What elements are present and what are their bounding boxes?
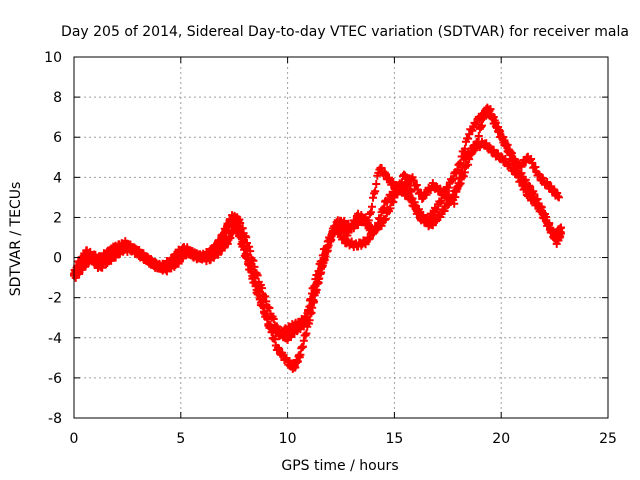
tick-labels: 0 5 10 15 20 25 -8 -6 -4 -2 0 2 4 6 8 10 bbox=[44, 50, 617, 447]
y-tick-label: -6 bbox=[48, 371, 62, 387]
y-tick-label: 2 bbox=[53, 210, 62, 226]
y-tick-label: -4 bbox=[48, 331, 62, 347]
x-tick-label: 25 bbox=[599, 431, 617, 447]
data-point-markers bbox=[70, 137, 566, 344]
grid-lines bbox=[74, 57, 608, 418]
x-tick-label: 10 bbox=[279, 431, 297, 447]
axis-ticks bbox=[73, 56, 609, 419]
x-tick-label: 15 bbox=[385, 431, 403, 447]
series-track-b bbox=[70, 137, 566, 344]
y-tick-label: 0 bbox=[53, 251, 62, 267]
data-point-markers bbox=[74, 103, 563, 341]
y-axis-title: SDTVAR / TECUs bbox=[8, 182, 24, 297]
y-tick-label: 10 bbox=[44, 50, 62, 66]
y-tick-label: -2 bbox=[48, 291, 62, 307]
y-tick-label: -8 bbox=[48, 411, 62, 427]
y-tick-label: 6 bbox=[53, 130, 62, 146]
y-tick-label: 8 bbox=[53, 90, 62, 106]
x-tick-label: 20 bbox=[492, 431, 510, 447]
chart-title: Day 205 of 2014, Sidereal Day-to-day VTE… bbox=[61, 24, 629, 40]
data-series bbox=[70, 103, 566, 373]
x-axis-title: GPS time / hours bbox=[281, 458, 398, 474]
y-tick-label: 4 bbox=[53, 170, 62, 186]
x-tick-label: 0 bbox=[70, 431, 79, 447]
plot-frame bbox=[73, 56, 609, 419]
x-tick-label: 5 bbox=[176, 431, 185, 447]
series-track-c bbox=[74, 103, 563, 341]
